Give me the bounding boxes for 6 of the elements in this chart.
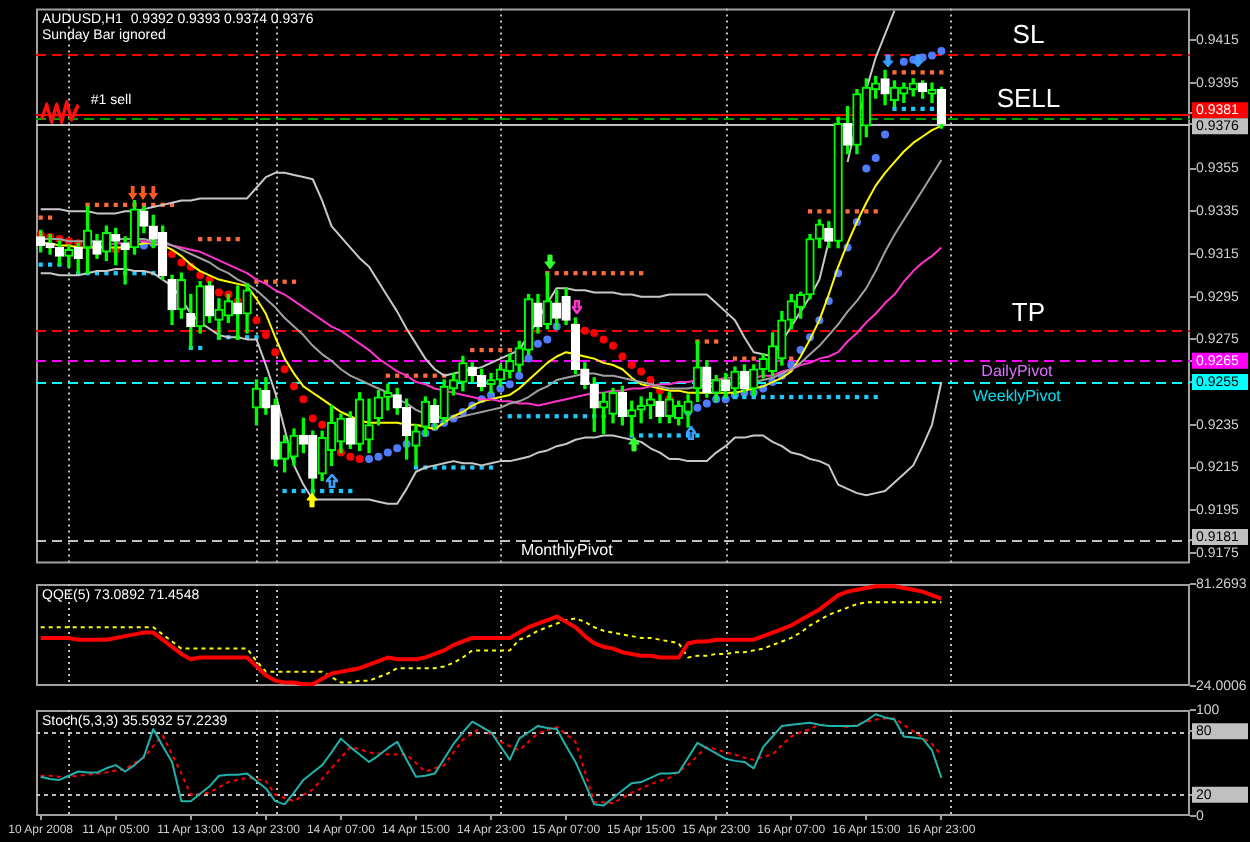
annotation: DailyPivot — [981, 361, 1055, 380]
annotation: MonthlyPivot — [521, 541, 615, 560]
ref-line-label: SL — [1012, 19, 1045, 50]
ref-line-label: TP — [1011, 297, 1046, 327]
ref-line-label: SELL — [996, 83, 1061, 114]
annotation: WeeklyPivot — [973, 387, 1063, 406]
